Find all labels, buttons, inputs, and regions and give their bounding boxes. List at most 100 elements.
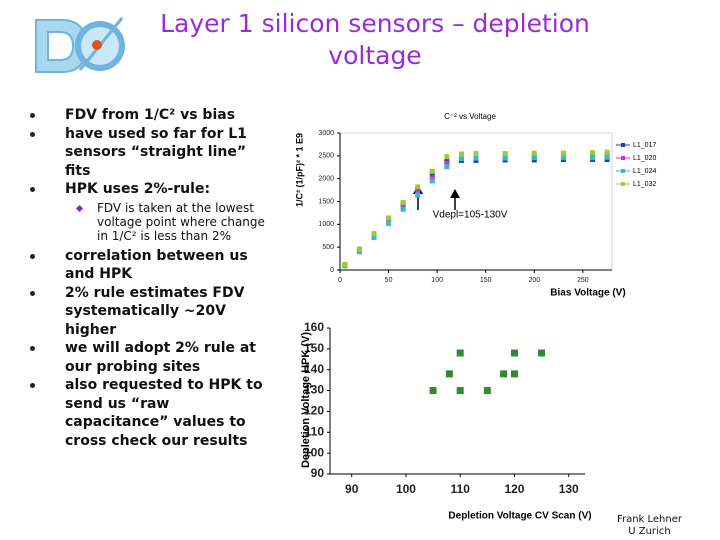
data-point [415,189,421,195]
y-axis-label: 1/C² (1/pF)² * 1 E9 [294,133,304,207]
data-point [458,151,464,157]
bullet: correlation between us and HPK [28,247,268,284]
data-point [386,220,392,226]
bullet: HPK uses 2%-rule: [28,180,268,199]
bullet-list: FDV from 1/C² vs bias have used so far f… [28,106,268,450]
bullet: have used so far for L1 sensors “straigh… [28,125,268,181]
legend-label: L1_017 [633,142,656,149]
y-tick-label: 140 [304,362,324,376]
data-point [502,151,508,157]
y-tick-label: 150 [304,341,324,355]
data-point [356,249,362,255]
data-point [502,155,508,161]
data-point [342,262,348,268]
data-point [531,150,537,156]
y-tick-label: 2500 [318,153,334,160]
data-point [400,199,406,205]
y-tick-label: 1000 [318,221,334,228]
data-point [415,187,421,193]
data-point [429,387,437,395]
data-point [371,230,377,236]
data-point [590,150,596,156]
data-point [473,151,479,157]
data-point [531,155,537,161]
legend-marker [621,169,625,173]
data-point [429,178,435,184]
data-point [386,215,392,221]
data-point [444,164,450,170]
data-point [400,206,406,212]
bullet: FDV from 1/C² vs bias [28,106,268,125]
x-tick-label: 110 [451,482,471,496]
x-tick-label: 130 [559,482,579,496]
legend-marker [621,182,625,186]
footer-line: Frank Lehner [616,514,682,525]
y-tick-label: 110 [305,424,325,438]
data-point [415,184,421,190]
y-tick-label: 2000 [318,176,334,183]
legend-label: L1_020 [633,155,656,162]
data-point [429,172,435,178]
logo-core [92,40,102,50]
x-tick-label: 200 [528,277,540,284]
arrow-head [450,189,460,198]
y-tick-label: 160 [304,320,324,334]
legend-marker [621,143,625,147]
legend-marker [621,156,625,160]
legend-label: L1_024 [633,168,656,175]
data-point [538,349,546,357]
y-tick-label: 130 [304,383,324,397]
sub-bullet: FDV is taken at the lowest voltage point… [28,201,268,243]
data-point [590,155,596,161]
data-point [604,154,610,160]
bullet: 2% rule estimates FDV systematically ~20… [28,284,268,340]
data-point [371,235,377,241]
data-point [429,175,435,181]
x-tick-label: 90 [345,482,359,496]
x-tick-label: 0 [338,277,342,284]
x-tick-label: 250 [577,277,589,284]
data-point [445,370,453,378]
y-tick-label: 100 [304,445,324,459]
x-tick-label: 100 [431,277,443,284]
footer: Frank Lehner U Zurich [617,514,682,538]
data-point [444,154,450,160]
y-tick-label: 3000 [318,130,334,137]
y-tick-label: 500 [322,244,334,251]
data-point [510,349,518,357]
x-axis-label: Bias Voltage (V) [550,288,625,299]
x-tick-label: 100 [396,482,416,496]
y-tick-label: 120 [304,404,324,418]
x-tick-label: 50 [385,277,393,284]
data-point [456,387,464,395]
chart: 0 500 1000 1500 2000 2500 3000 0 50 100 150 200 250 C… [294,112,656,299]
x-axis-label: Depletion Voltage CV Scan (V) [448,511,591,522]
footer-line: U Zurich [628,526,671,537]
data-point [356,246,362,252]
data-point [444,160,450,166]
data-point [429,168,435,174]
x-tick-label: 120 [504,482,524,496]
y-axis-label: Depletion Voltage HPK (V) [300,332,312,468]
data-point [473,155,479,161]
y-tick-label: 0 [330,267,334,274]
data-point [560,150,566,156]
data-point [458,156,464,162]
data-point [483,387,491,395]
bullet: we will adopt 2% rule at our probing sit… [28,339,268,376]
y-tick-label: 1500 [318,198,334,205]
data-point [500,370,508,378]
slide-title: Layer 1 silicon sensors – depletion volt… [160,9,590,70]
chart-title: C⁻² vs Voltage [444,112,496,121]
data-point [604,149,610,155]
data-point [456,349,464,357]
data-point [510,370,518,378]
y-tick-label: 90 [311,466,325,480]
x-tick-label: 150 [480,277,492,284]
legend-label: L1_032 [633,181,656,188]
data-point [560,155,566,161]
data-point [415,192,421,198]
